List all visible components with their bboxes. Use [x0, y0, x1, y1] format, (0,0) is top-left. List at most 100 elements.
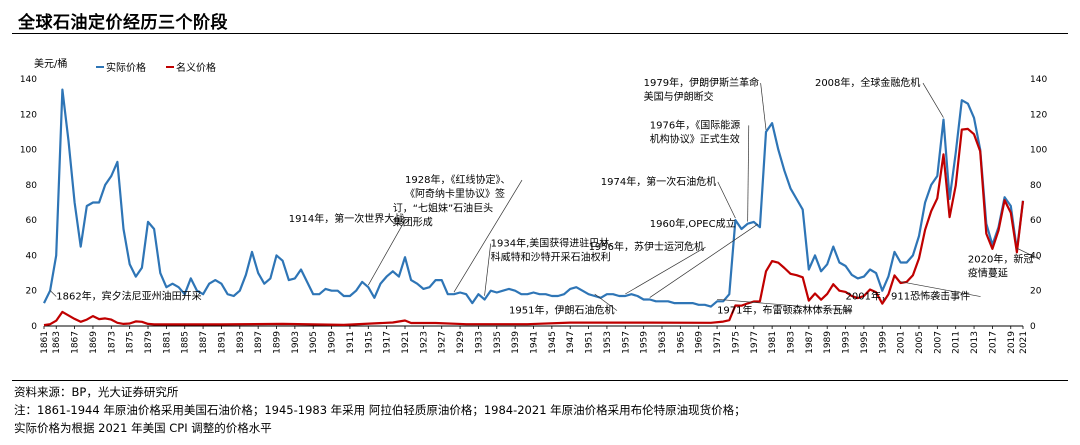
- x-tick-label: 1915: [364, 331, 374, 354]
- x-tick-label: 1887: [199, 331, 209, 354]
- x-tick-label: 1897: [254, 331, 264, 354]
- x-tick-label: 1867: [71, 331, 81, 354]
- annotation-leader: [453, 179, 523, 293]
- annotation-label: 2020年，新冠: [968, 252, 1033, 265]
- series-nominal-price-line: [43, 127, 1025, 327]
- x-tick-label: 1957: [621, 331, 631, 354]
- y-tick-label-right: 60: [1030, 216, 1042, 226]
- annotation-leader: [49, 290, 57, 297]
- page-title: 全球石油定价经历三个阶段: [18, 13, 228, 33]
- x-tick-label: 1965: [676, 331, 686, 354]
- x-tick-label: 1959: [640, 331, 650, 354]
- x-tick-label: 1869: [89, 331, 99, 354]
- cpi-note: 实际价格为根据 2021 年美国 CPI 调整的价格水平: [14, 421, 272, 435]
- y-tick-label-left: 60: [26, 216, 38, 226]
- legend-label-real: 实际价格: [106, 61, 146, 74]
- x-tick-label: 2011: [952, 331, 962, 354]
- x-tick-label: 1995: [860, 331, 870, 354]
- annotation-label: 1934年,美国获得进驻巴林、: [491, 237, 620, 250]
- x-tick-label: 2021: [1019, 331, 1029, 354]
- x-tick-label: 1863: [52, 331, 62, 354]
- y-tick-label-left: 80: [26, 181, 38, 191]
- legend-label-nominal: 名义价格: [176, 61, 216, 74]
- annotation-leader: [594, 293, 618, 311]
- x-tick-label: 1993: [842, 331, 852, 354]
- x-tick-label: 1875: [126, 331, 136, 354]
- x-tick-label: 1891: [217, 331, 227, 354]
- x-tick-label: 1899: [273, 331, 283, 354]
- x-tick-label: 2005: [915, 331, 925, 354]
- x-tick-label: 1861: [40, 331, 50, 354]
- annotation-leader: [717, 181, 736, 219]
- annotation-label: 1914年，第一次世界大战: [289, 212, 404, 225]
- x-tick-label: 1917: [383, 331, 393, 354]
- annotation-label: 1960年,OPEC成立: [650, 217, 736, 230]
- x-tick-label: 1951: [585, 331, 595, 354]
- x-tick-label: 1953: [603, 331, 613, 354]
- series-lines: [43, 88, 1025, 327]
- y-tick-label-left: 0: [31, 322, 37, 332]
- y-tick-label-right: 140: [1030, 75, 1047, 85]
- oil-price-chart: 美元/桶 实际价格 名义价格 0 0 20 20 40 40 60 60 80 80 100 100 12…: [20, 57, 1048, 354]
- annotation-label: 1979年，伊朗伊斯兰革命: [644, 76, 759, 89]
- x-tick-label: 1947: [566, 331, 576, 354]
- annotation-label: 1862年，宾夕法尼亚州油田开采: [56, 290, 201, 303]
- annotation-label: 1974年，第一次石油危机: [601, 175, 716, 188]
- y-axis-label: 美元/桶: [34, 57, 67, 70]
- x-tick-label: 1893: [236, 331, 246, 354]
- annotation-leader: [922, 82, 944, 118]
- y-tick-label-left: 20: [26, 287, 38, 297]
- x-tick-label: 2017: [988, 331, 998, 354]
- x-tick-label: 1969: [695, 331, 705, 354]
- x-tick-label: 1923: [419, 331, 429, 354]
- y-tick-label-right: 120: [1030, 110, 1047, 120]
- source-note: 资料来源：BP，光大证券研究所: [14, 385, 179, 399]
- x-tick-label: 1929: [456, 331, 466, 354]
- series-real-price-line: [43, 88, 1025, 308]
- y-tick-label-right: 40: [1030, 251, 1042, 261]
- annotation-label: 科威特和沙特开采石油权利: [491, 251, 611, 264]
- y-tick-label-right: 100: [1030, 146, 1047, 156]
- x-tick-label: 1927: [438, 331, 448, 354]
- annotation-label: 集团形成: [393, 215, 433, 228]
- y-tick-label-right: 0: [1030, 322, 1036, 332]
- x-tick-label: 1905: [309, 331, 319, 354]
- x-tick-label: 1981: [768, 331, 778, 354]
- x-tick-label: 1873: [107, 331, 117, 354]
- footer-notes: 资料来源：BP，光大证券研究所 注：1861-1944 年原油价格采用美国石油价…: [14, 383, 746, 437]
- annotation-label: 1956年，苏伊士运河危机: [589, 240, 704, 253]
- x-tick-label: 1971: [713, 331, 723, 354]
- annotation-leader: [717, 298, 853, 311]
- y-tick-label-left: 120: [20, 110, 37, 120]
- x-tick-label: 1879: [144, 331, 154, 354]
- x-tick-label: 1941: [530, 331, 540, 354]
- annotation-label: 1928年，《红线协定》、: [405, 173, 510, 186]
- x-axis-ticks: 1861 1863 1867 1869 1873 1875 1879 1881 1885 1887…: [40, 325, 1029, 354]
- x-tick-label: 1939: [511, 331, 521, 354]
- chart-legend: 实际价格 名义价格: [96, 61, 216, 74]
- y-tick-label-right: 80: [1030, 181, 1042, 191]
- x-tick-label: 2019: [1007, 331, 1017, 354]
- x-tick-label: 1885: [181, 331, 191, 354]
- x-tick-label: 1945: [548, 331, 558, 354]
- x-tick-label: 1975: [731, 331, 741, 354]
- annotation-label: 2008年，全球金融危机: [815, 76, 920, 89]
- annotation-leader: [1016, 247, 1041, 260]
- x-tick-label: 1977: [750, 331, 760, 354]
- annotation-label: 2001年，911恐怖袭击事件: [846, 290, 971, 303]
- annotation-leader: [900, 281, 981, 297]
- y-axis-ticks: 0 0 20 20 40 40 60 60 80 80 100 100 120 120 140 140: [20, 75, 1048, 332]
- annotation-leader: [367, 218, 407, 286]
- x-tick-label: 2001: [897, 331, 907, 354]
- annotation-label: 1951年，伊朗石油危机: [509, 304, 614, 317]
- annotation-label: 美国与伊朗断交: [644, 90, 714, 103]
- x-tick-label: 1933: [474, 331, 484, 354]
- y-tick-label-left: 100: [20, 146, 37, 156]
- x-tick-label: 2007: [933, 331, 943, 354]
- annotation-label: 《阿奇纳卡里协议》签: [405, 187, 505, 200]
- x-tick-label: 1911: [346, 331, 356, 354]
- x-tick-label: 1903: [291, 331, 301, 354]
- annotation-leader: [649, 223, 758, 298]
- x-tick-label: 1989: [823, 331, 833, 354]
- footer-divider: [12, 380, 1068, 381]
